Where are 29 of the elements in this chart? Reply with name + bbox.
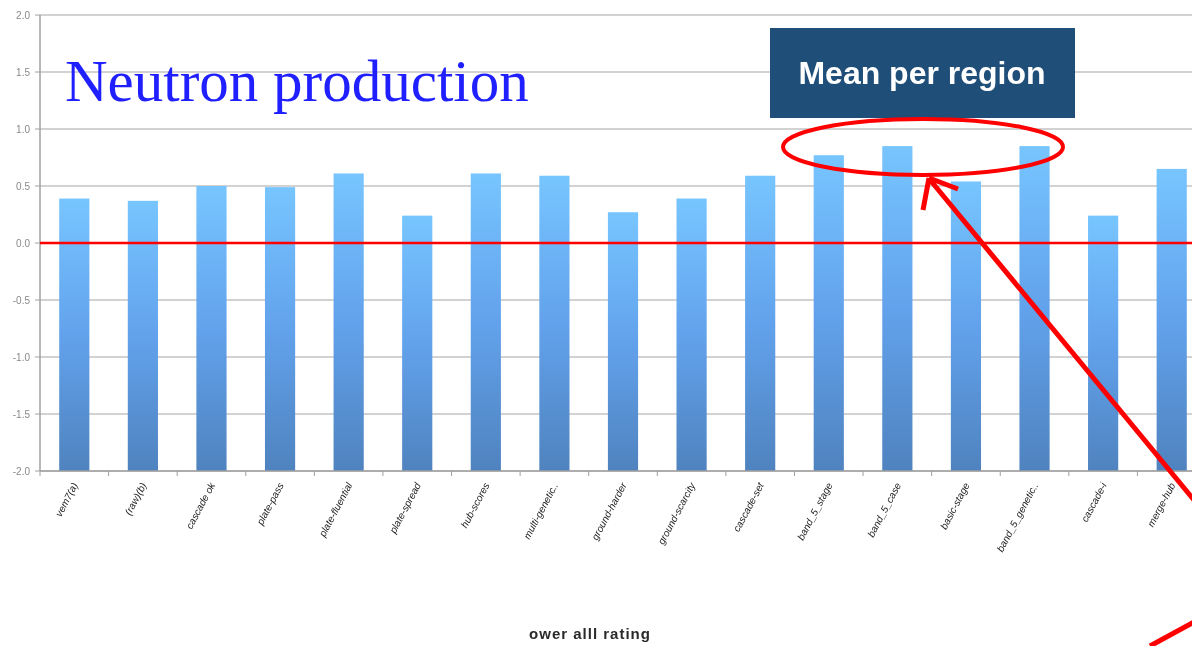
bar [676,198,707,471]
annotation: Mean per region [798,55,1046,91]
bar [950,181,982,471]
text: Neutron production [65,48,529,114]
y-tick-label: 0.5 [16,180,31,192]
y-tick-label: 0.0 [16,237,31,249]
bar [1156,168,1187,471]
x-axis-title: ower alll rating [529,625,651,642]
bar [127,200,158,471]
y-tick-label: 1.5 [16,66,31,78]
bar [264,187,296,471]
bar [402,215,433,471]
bar [539,175,570,471]
y-tick-label: -2.0 [12,465,31,477]
bar [1019,146,1050,471]
bar [196,186,227,471]
y-tick-label: -1.5 [12,408,31,420]
y-tick-label: 2.0 [16,9,31,21]
bar [745,175,776,471]
bar [333,173,364,471]
bar [882,146,913,471]
y-tick-label: -1.0 [12,351,31,363]
bar [813,155,844,471]
y-tick-label: -0.5 [12,294,31,306]
bar [470,173,501,471]
bar [1088,215,1119,471]
y-tick-label: 1.0 [16,123,31,135]
bar [607,212,639,471]
bar [59,198,90,471]
